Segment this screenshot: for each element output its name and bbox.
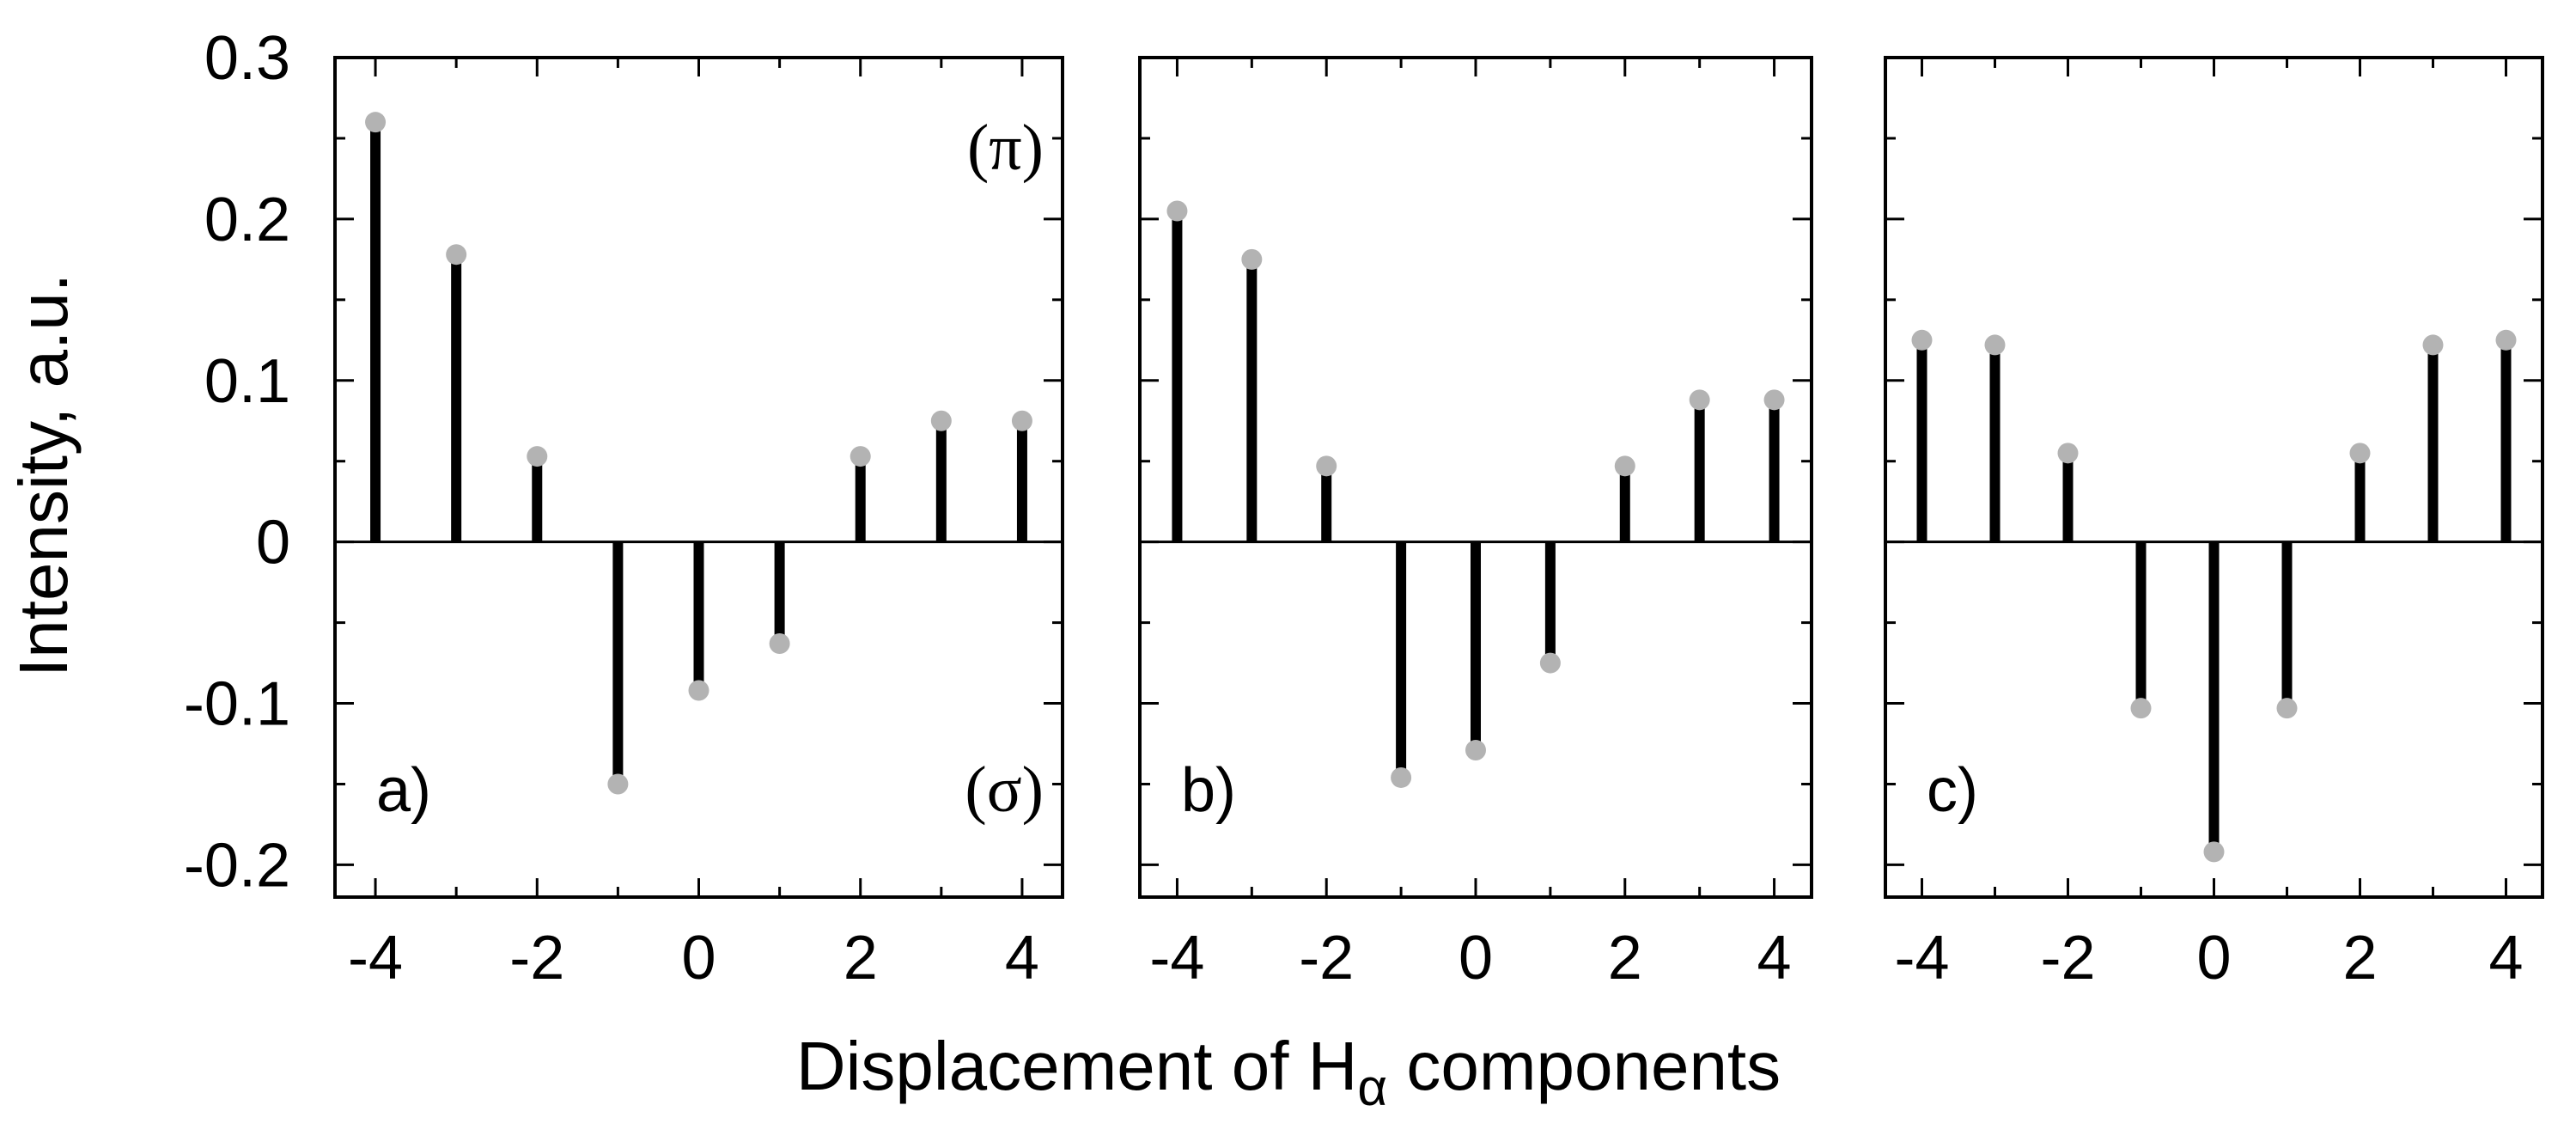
stem-marker xyxy=(446,244,467,266)
stem-marker xyxy=(2349,443,2371,464)
y-tick-label: 0.2 xyxy=(204,186,290,254)
x-tick-label: 4 xyxy=(1005,924,1039,992)
x-tick-label: 4 xyxy=(2488,924,2523,992)
stem-marker xyxy=(1391,766,1412,788)
x-tick-label: 0 xyxy=(2196,924,2231,992)
y-tick-label: 0.3 xyxy=(204,24,290,93)
stem-marker xyxy=(1614,455,1635,477)
stem-marker xyxy=(930,410,952,431)
y-axis-label: Intensity, a.u. xyxy=(5,273,82,677)
panel-3: -4 -2 0 2 4 c) xyxy=(1884,56,2544,992)
stem-marker xyxy=(2057,443,2079,464)
x-tick-label: 2 xyxy=(2342,924,2377,992)
x-tick-label: 2 xyxy=(843,924,878,992)
stem-marker xyxy=(1911,329,1933,351)
stem-marker xyxy=(1465,740,1486,761)
stem-marker xyxy=(1166,200,1188,222)
plot-frame xyxy=(1138,56,1813,899)
x-axis-label-suffix: components xyxy=(1387,1028,1781,1104)
x-tick-label: -2 xyxy=(2040,924,2095,992)
x-tick-label: -2 xyxy=(1299,924,1354,992)
stem-marker xyxy=(2130,698,2152,719)
y-tick-label: 0 xyxy=(256,509,290,577)
x-tick-label: 2 xyxy=(1608,924,1642,992)
x-axis-label-subscript: α xyxy=(1357,1059,1387,1116)
stem-marker xyxy=(1984,334,2006,356)
x-tick-label: -2 xyxy=(509,924,564,992)
stem-marker xyxy=(607,773,629,795)
x-tick-label: 0 xyxy=(1459,924,1493,992)
x-axis-label: Displacement of Hα components xyxy=(796,1028,1781,1116)
sigma-annotation: (σ) xyxy=(965,754,1044,826)
stem-marker xyxy=(2422,334,2444,356)
panel-1: -4 -2 0 2 4 0.3 0.2 0.1 0 -0.1 -0.2 a) (π) (σ) xyxy=(184,24,1064,992)
y-tick-label: -0.2 xyxy=(184,831,290,900)
panel-label: b) xyxy=(1181,756,1236,825)
y-tick-label: 0.1 xyxy=(204,347,290,416)
stem-marker xyxy=(688,680,709,701)
x-tick-label: -4 xyxy=(1149,924,1204,992)
plot-frame xyxy=(333,56,1064,899)
stem-marker xyxy=(1241,248,1263,270)
stem-marker xyxy=(365,112,387,133)
stem-marker xyxy=(2495,329,2517,351)
stem-marker xyxy=(2203,841,2225,863)
pi-annotation: (π) xyxy=(967,112,1044,184)
x-tick-label: 0 xyxy=(681,924,716,992)
stem-marker xyxy=(1689,389,1710,411)
stem-marker xyxy=(1539,652,1561,674)
stem-marker xyxy=(850,446,871,467)
panel-label: c) xyxy=(1927,756,1978,825)
stem-marker xyxy=(769,633,790,655)
y-tick-label: -0.1 xyxy=(184,670,290,739)
stem-marker xyxy=(1011,410,1032,431)
x-tick-label: -4 xyxy=(348,924,403,992)
panel-label: a) xyxy=(376,756,431,825)
x-tick-label: 4 xyxy=(1757,924,1792,992)
stem-marker xyxy=(2276,698,2298,719)
stem-marker xyxy=(1763,389,1785,411)
x-axis-label-prefix: Displacement of H xyxy=(796,1028,1358,1104)
stem-marker xyxy=(527,446,548,467)
x-tick-label: -4 xyxy=(1894,924,1949,992)
stem-marker xyxy=(1316,455,1337,477)
panel-2: -4 -2 0 2 4 b) xyxy=(1138,56,1813,992)
